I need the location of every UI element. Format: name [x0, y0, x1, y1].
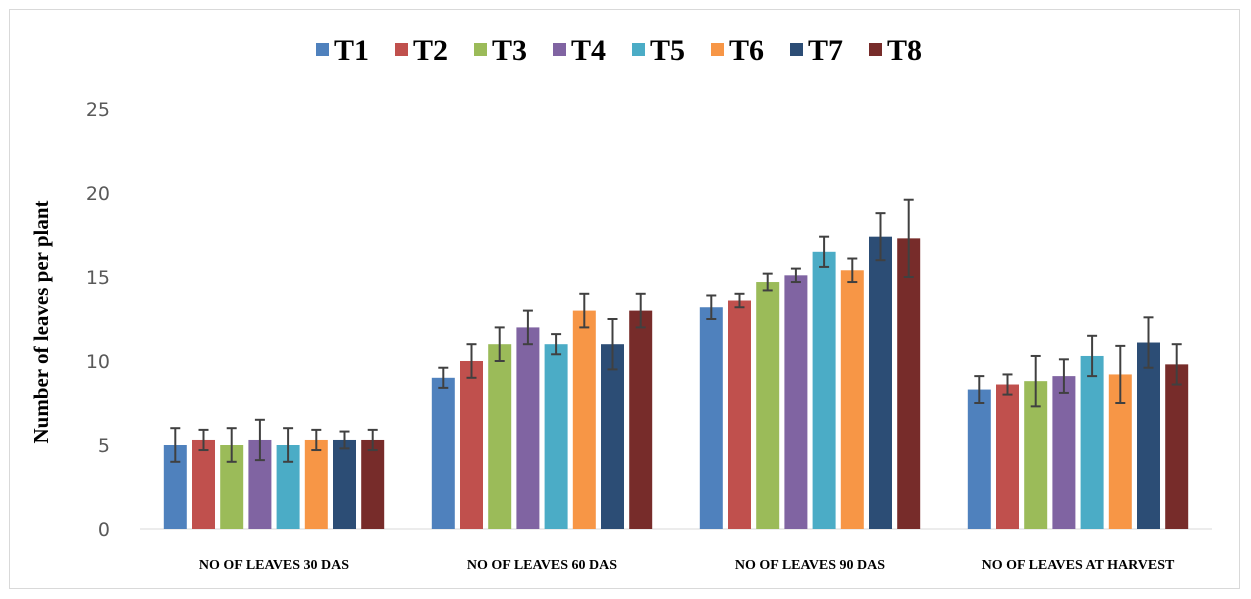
bar-t2	[728, 300, 751, 529]
y-tick-label: 5	[98, 435, 110, 457]
bar-t7	[333, 439, 356, 529]
bar-t6	[572, 310, 596, 529]
legend-label-t6: T6	[729, 34, 764, 67]
y-tick-label: 10	[86, 351, 110, 373]
y-tick-label: 15	[86, 267, 110, 289]
category-label: NO OF LEAVES AT HARVEST	[982, 558, 1175, 573]
legend-swatch-t1	[316, 43, 329, 56]
legend-label-t1: T1	[334, 34, 369, 67]
legend-swatch-t3	[474, 43, 487, 56]
legend-label-t8: T8	[887, 34, 922, 67]
legend-swatch-t4	[553, 43, 566, 56]
bar-t1	[967, 389, 991, 529]
bar-t8	[897, 238, 921, 530]
bar-t8	[629, 310, 653, 529]
bar-t4	[516, 327, 540, 529]
legend-swatch-t7	[790, 43, 803, 56]
y-tick-label: 0	[98, 519, 110, 541]
bar-t5	[812, 251, 836, 530]
chart-frame: T1 T2 T3 T4 T5 T6 T7 T8 Number of leaves per pl…	[9, 9, 1240, 589]
bar-t8	[361, 439, 385, 529]
bar-t7	[601, 344, 624, 529]
bar-t4	[248, 439, 272, 529]
legend-swatch-t6	[711, 43, 724, 56]
bar-t2	[192, 439, 215, 529]
legend-label-t5: T5	[650, 34, 685, 67]
y-tick-label: 20	[86, 183, 110, 205]
bar-t3	[488, 344, 512, 529]
y-tick-label: 25	[86, 99, 110, 121]
category-label: NO OF LEAVES 60 DAS	[467, 558, 617, 573]
legend-swatch-t2	[395, 43, 408, 56]
bar-t7	[1137, 342, 1160, 529]
bar-t5	[276, 445, 300, 529]
legend-label-t4: T4	[571, 34, 606, 67]
bar-t4	[1052, 376, 1076, 529]
y-axis-title: Number of leaves per plant	[29, 200, 53, 443]
bar-t1	[163, 445, 187, 529]
bar-t6	[304, 439, 328, 529]
legend-label-t7: T7	[808, 34, 843, 67]
bar-t3	[756, 282, 780, 529]
category-label: NO OF LEAVES 30 DAS	[199, 558, 349, 573]
bar-t3	[1024, 381, 1048, 529]
bar-t1	[431, 377, 455, 529]
bar-t5	[544, 344, 568, 529]
bar-t1	[699, 307, 723, 529]
bar-t2	[460, 361, 483, 529]
bar-t4	[784, 275, 808, 529]
bar-t3	[220, 445, 244, 529]
bar-t6	[840, 270, 864, 529]
bar-t6	[1108, 374, 1132, 529]
legend-swatch-t8	[869, 43, 882, 56]
bar-chart: T1 T2 T3 T4 T5 T6 T7 T8 Number of leaves per pl…	[29, 34, 1212, 573]
legend-swatch-t5	[632, 43, 645, 56]
bar-t7	[869, 236, 892, 529]
bar-t5	[1080, 355, 1104, 529]
bars	[163, 236, 1189, 530]
y-axis-ticks: 0 5 10 15 20 25	[86, 99, 110, 541]
error-bars	[170, 198, 1182, 463]
category-label: NO OF LEAVES 90 DAS	[735, 558, 885, 573]
legend: T1 T2 T3 T4 T5 T6 T7 T8	[316, 34, 922, 67]
legend-label-t3: T3	[492, 34, 527, 67]
bar-t2	[996, 384, 1019, 529]
category-labels: NO OF LEAVES 30 DAS NO OF LEAVES 60 DAS NO…	[199, 558, 1175, 573]
legend-label-t2: T2	[413, 34, 448, 67]
bar-t8	[1165, 364, 1189, 529]
